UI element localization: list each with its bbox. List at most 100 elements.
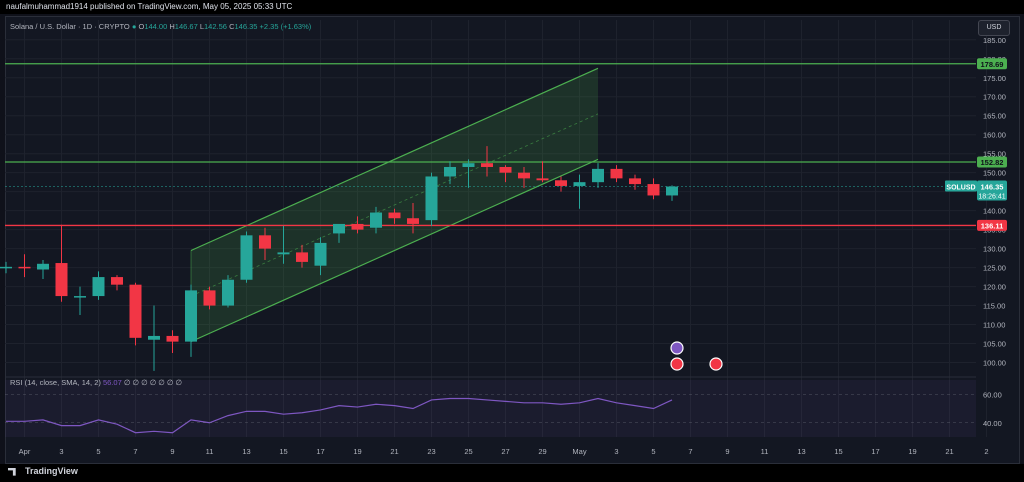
candle (333, 223, 345, 243)
candle-body (185, 290, 197, 342)
time-tick-label: 23 (427, 447, 435, 456)
rsi-tick-label: 40.00 (983, 419, 1002, 428)
time-tick-label: 3 (614, 447, 618, 456)
candle-body (0, 266, 12, 269)
change-value: +2.35 (+1.63%) (259, 22, 312, 31)
time-tick-label: 15 (279, 447, 287, 456)
candle (92, 271, 105, 300)
candle-body (351, 223, 364, 230)
ascending-channel (190, 67, 599, 343)
candle-body (555, 180, 567, 186)
time-tick-label: 2 (984, 447, 988, 456)
candle-body (55, 263, 68, 297)
split-event-icon (670, 341, 684, 355)
channel-mid-line (190, 113, 599, 297)
candle (0, 261, 12, 274)
candle (148, 305, 160, 371)
tradingview-logo: TradingView (8, 466, 78, 476)
candle (407, 203, 419, 234)
open-value: 144.00 (144, 22, 168, 31)
price-tick-label: 130.00 (983, 245, 1006, 254)
candle (277, 225, 290, 264)
candle-body (647, 184, 660, 196)
time-tick-label: 27 (501, 447, 509, 456)
rsi-tick-label: 60.00 (983, 390, 1002, 399)
candle (462, 159, 475, 188)
price-tick-label: 150.00 (983, 169, 1006, 178)
time-tick-label: 17 (316, 447, 324, 456)
time-tick-label: 7 (133, 447, 137, 456)
candle (499, 165, 512, 183)
time-tick-label: 19 (353, 447, 361, 456)
price-tick-label: 110.00 (983, 321, 1005, 330)
price-tick-label: 165.00 (983, 112, 1006, 121)
candle (296, 244, 308, 268)
candle-body (462, 163, 475, 167)
time-axis: Apr 3 5 7 9 11 13 15 17 19 21 23 25 27 29 May 3 5 7 9 11 13 15… (19, 447, 989, 456)
candle (351, 216, 364, 234)
candle-body (592, 168, 604, 183)
price-tick-label: 170.00 (983, 93, 1006, 102)
rsi-pane (5, 376, 976, 437)
time-tick-label: 3 (59, 447, 63, 456)
candle-body (148, 335, 160, 340)
candle-body (629, 178, 641, 185)
rsi-dots: ∅ ∅ ∅ ∅ ∅ ∅ ∅ (123, 378, 183, 387)
candle-body (74, 296, 86, 298)
candles (0, 146, 678, 371)
rsi-background (5, 380, 976, 437)
time-tick-label: 13 (242, 447, 250, 456)
candle-body (536, 178, 549, 181)
horizontal-levels (5, 63, 976, 227)
candle (259, 227, 271, 260)
candle-body (610, 168, 623, 179)
channel-lower-line (190, 158, 599, 343)
channel-upper-line (190, 67, 599, 252)
candle-body (92, 277, 105, 297)
candle (166, 330, 179, 354)
price-tick-label: 185.00 (983, 36, 1006, 45)
candle-body (129, 284, 142, 338)
candle (573, 174, 586, 209)
high-value: 146.67 (174, 22, 198, 31)
candle (129, 282, 142, 346)
currency-button[interactable]: USD (978, 20, 1010, 36)
chart-frame[interactable] (5, 16, 1020, 464)
price-tick-label: 160.00 (983, 131, 1006, 140)
level-label-text: 178.69 (981, 60, 1004, 69)
level-label-text: 136.11 (981, 221, 1004, 230)
current-price-label: SOLUSD 146.35 18:26:41 (945, 180, 1007, 201)
logo-text: TradingView (25, 466, 78, 476)
candle-body (444, 166, 456, 177)
low-value: 142.56 (204, 22, 227, 31)
price-tick-label: 125.00 (983, 264, 1006, 273)
publish-header: naufalmuhammad1914 published on TradingV… (0, 0, 1024, 14)
level-label-bg (977, 58, 1007, 70)
candle (37, 260, 49, 279)
candle-body (166, 335, 179, 342)
time-tick-label: 15 (834, 447, 842, 456)
time-tick-label: May (572, 447, 586, 456)
time-tick-label: 21 (945, 447, 953, 456)
time-tick-label: 9 (170, 447, 174, 456)
level-price-label: 152.82 (977, 156, 1007, 168)
axis-price-labels: 178.69 152.82 136.11 SOLUSD 146.35 18:26:41 (945, 58, 1007, 231)
time-tick-label: 5 (651, 447, 655, 456)
candle-body (333, 223, 345, 234)
time-tick-label: 11 (761, 447, 769, 456)
current-price-text: 146.35 (981, 183, 1004, 192)
footer-bar (0, 464, 1024, 482)
time-tick-label: 13 (797, 447, 805, 456)
symbol-tag-text: SOLUSD (946, 185, 975, 192)
close-value: 146.35 (234, 22, 258, 31)
candle-body (314, 242, 327, 266)
candle-body (388, 212, 401, 219)
publish-line: naufalmuhammad1914 published on TradingV… (6, 2, 293, 11)
symbol-tag-bg (945, 180, 977, 192)
time-tick-label: 7 (688, 447, 692, 456)
candle (74, 286, 86, 316)
level-price-label: 178.69 (977, 58, 1007, 70)
rsi-value: 56.07 (102, 378, 122, 387)
us-flag-event-icon (670, 357, 684, 371)
